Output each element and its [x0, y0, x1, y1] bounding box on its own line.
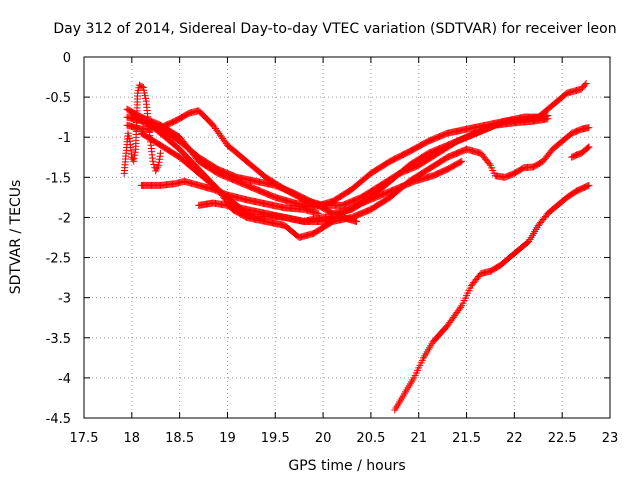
y-tick-label: -1.5	[46, 171, 71, 186]
plot-frame	[83, 56, 611, 419]
x-tick-label: 17.5	[70, 431, 99, 446]
data-point	[458, 157, 466, 165]
y-tick-label: 0	[63, 51, 71, 66]
y-tick-label: -3.5	[46, 332, 71, 347]
y-tick-label: -1	[58, 131, 71, 146]
series-track-6	[137, 177, 322, 217]
x-tick-label: 20	[315, 431, 332, 446]
chart-title: Day 312 of 2014, Sidereal Day-to-day VTE…	[53, 21, 616, 37]
y-tick-label: -4	[58, 372, 71, 387]
y-tick-label: -0.5	[46, 91, 71, 106]
x-tick-label: 18.5	[165, 431, 194, 446]
x-axis-label: GPS time / hours	[288, 458, 405, 474]
data-point	[138, 83, 146, 91]
data-point	[585, 124, 593, 132]
x-tick-label: 18	[124, 431, 141, 446]
series-track-3	[123, 107, 552, 209]
y-tick-label: -3	[58, 292, 71, 307]
y-tick-label: -2	[58, 211, 71, 226]
x-tick-labels: 17.5 18 18.5 19 19.5 20 20.5 21 21.5 22 22.5 23	[70, 431, 619, 446]
x-tick-label: 19.5	[261, 431, 290, 446]
x-tick-label: 23	[602, 431, 619, 446]
data-point	[544, 115, 552, 123]
data-point	[585, 181, 593, 189]
x-tick-label: 22	[506, 431, 523, 446]
data-point	[314, 209, 322, 217]
y-tick-label: -2.5	[46, 252, 71, 267]
y-axis-label: SDTVAR / TECUs	[8, 180, 24, 295]
data-point	[584, 182, 592, 190]
data-point	[150, 160, 158, 168]
series-track-1	[123, 79, 590, 211]
data-point	[585, 143, 593, 151]
x-tick-label: 22.5	[548, 431, 577, 446]
x-tick-label: 20.5	[356, 431, 385, 446]
x-tick-label: 21	[410, 431, 427, 446]
data-point	[581, 81, 589, 89]
data-point	[457, 303, 465, 311]
series-track-10	[120, 81, 165, 177]
y-tick-labels: 0 -0.5 -1 -1.5 -2 -2.5 -3 -3.5 -4 -4.5	[46, 51, 71, 427]
data-point	[584, 144, 592, 152]
data-point	[157, 149, 165, 157]
series-track-5	[137, 124, 593, 241]
series-track-7	[195, 199, 361, 225]
data-points	[120, 79, 593, 414]
data-point	[485, 160, 493, 168]
data-point	[582, 79, 590, 87]
y-tick-label: -4.5	[46, 412, 71, 427]
data-point	[149, 157, 157, 165]
x-tick-label: 21.5	[452, 431, 481, 446]
series-track-8	[391, 181, 593, 414]
data-point	[353, 217, 361, 225]
x-tick-label: 19	[219, 431, 236, 446]
data-point	[457, 158, 465, 166]
axis-ticks	[83, 56, 611, 419]
series-track-9	[568, 143, 593, 161]
